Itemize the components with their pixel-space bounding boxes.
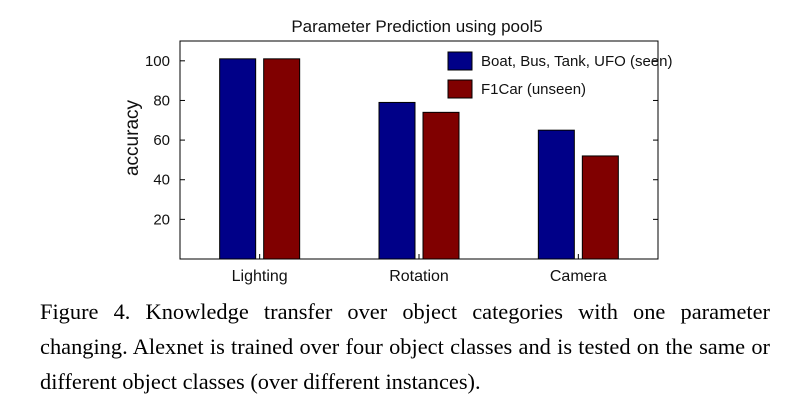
legend: Boat, Bus, Tank, UFO (seen) F1Car (unseen… <box>447 51 672 99</box>
y-tick-label: 20 <box>153 211 170 228</box>
caption-text: Knowledge transfer over object categorie… <box>40 299 770 394</box>
y-tick-label: 60 <box>153 132 170 149</box>
y-tick-label: 40 <box>153 172 170 189</box>
x-tick-label: Rotation <box>389 268 449 285</box>
bar <box>422 111 460 260</box>
x-tick-label: Camera <box>550 268 607 285</box>
legend-label: F1Car (unseen) <box>481 81 586 98</box>
y-tick-label: 100 <box>145 53 170 70</box>
bar <box>263 58 301 260</box>
chart-title: Parameter Prediction using pool5 <box>291 17 542 36</box>
plot-area: 20 40 60 80 100 Lighting Rotation Camera <box>145 40 659 285</box>
bar-chart: Parameter Prediction using pool5 accurac… <box>122 17 672 285</box>
bar <box>219 58 257 260</box>
legend-label: Boat, Bus, Tank, UFO (seen) <box>481 53 672 70</box>
x-tick-label: Lighting <box>232 268 288 285</box>
y-axis-label: accuracy <box>122 99 143 176</box>
caption-label: Figure 4. <box>40 299 131 324</box>
figure-caption: Figure 4. Knowledge transfer over object… <box>40 294 770 399</box>
legend-swatch <box>447 51 473 71</box>
bar <box>537 129 575 260</box>
legend-swatch <box>447 79 473 99</box>
bar <box>581 155 619 260</box>
bar <box>378 101 416 260</box>
y-tick-label: 80 <box>153 92 170 109</box>
